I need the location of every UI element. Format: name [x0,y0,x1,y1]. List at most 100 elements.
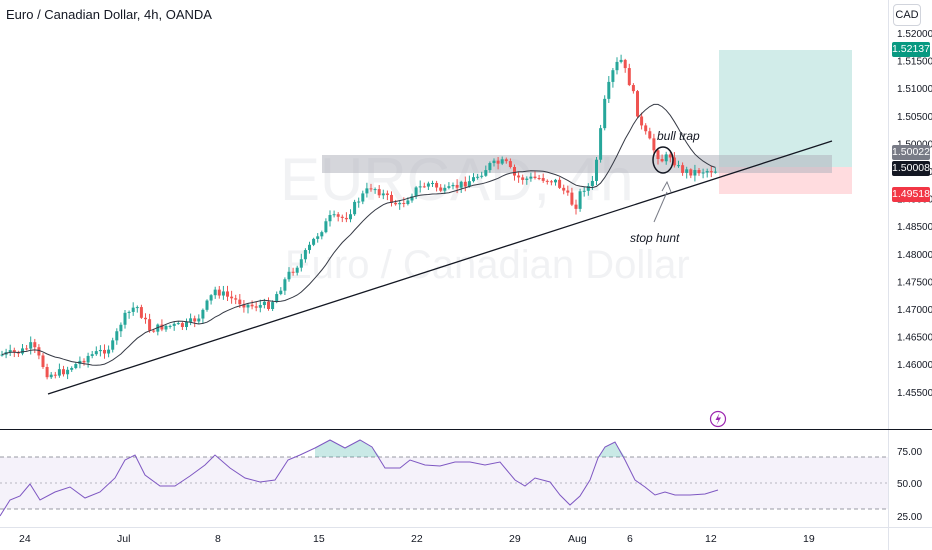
bull-trap-circle[interactable] [652,146,674,174]
candle-body [250,304,254,307]
candle-body [640,116,644,126]
candle-body [554,179,557,183]
candle-body [410,196,414,201]
candle-body [119,324,123,332]
candle-body [328,215,332,222]
candle-body [607,81,611,99]
candle-body [8,350,12,353]
candle-body [377,189,381,196]
candles-group [0,54,717,380]
candle-body [611,70,615,82]
candle-body [86,355,90,363]
candle-body [578,191,582,209]
candle-body [82,360,86,363]
candle-body [558,179,562,188]
candle-body [668,154,672,158]
lightning-icon[interactable] [709,410,727,428]
candle-body [369,188,373,190]
time-tick-label: 8 [215,533,221,545]
price-label-stop: 1.49518 [892,187,930,202]
candle-body [570,192,574,205]
candle-body [443,187,447,191]
candle-body [164,325,168,330]
rsi-line [0,439,719,517]
candle-body [541,178,545,181]
trendline[interactable] [47,140,833,395]
candle-body [484,170,488,176]
candle-body [111,340,115,350]
target-zone[interactable] [719,50,852,167]
candle-body [242,304,246,308]
candle-body [697,170,701,174]
candle-body [221,291,225,296]
rsi-axis[interactable]: 75.00 50.00 25.00 [897,447,922,523]
price-tick-label: 1.46500 [897,333,932,344]
price-tick-label: 1.46000 [897,360,932,371]
candle-body [197,318,201,322]
candle-body [549,181,553,183]
time-tick-label: 24 [19,533,31,545]
stop-hunt-label[interactable]: stop hunt [630,231,680,245]
candle-body [595,159,598,181]
candle-body [566,190,570,193]
candle-body [53,374,57,376]
candle-body [267,301,270,309]
candle-body [308,244,311,251]
candle-body [336,214,340,217]
price-label-target: 1.52137 [892,42,930,57]
candle-body [636,91,639,117]
candle-body [340,216,344,218]
candle-body [615,61,619,71]
candle-body [431,182,434,184]
candle-body [439,187,443,191]
time-tick-label: Jul [117,533,130,545]
candle-body [664,154,668,162]
candle-body [238,299,242,305]
candle-body [381,193,385,196]
price-label-upper: 1.50022 [892,145,930,160]
candle-body [25,348,29,350]
candle-body [303,250,307,260]
candle-body [262,301,266,306]
candle-body [234,298,238,300]
stop-hunt-arrow[interactable] [653,191,668,223]
candle-body [677,165,680,167]
time-tick-label: 22 [411,533,423,545]
candle-body [672,157,676,166]
price-tick-label: 1.47500 [897,277,932,288]
candle-body [115,331,119,341]
candle-body [385,193,389,195]
candle-body [213,289,217,296]
candle-body [172,323,176,326]
candle-body [37,347,41,356]
candle-body [644,125,648,132]
candle-body [144,317,147,320]
bull-trap-label[interactable]: bull trap [657,129,700,143]
candle-body [217,289,221,296]
time-axis[interactable]: 24 Jul 8 15 22 29 Aug 6 12 19 [19,533,815,545]
candle-body [185,321,188,327]
candle-body [201,309,205,319]
candle-body [476,176,480,178]
candle-body [705,171,709,173]
chart-title: Euro / Canadian Dollar, 4h, OANDA [6,7,212,22]
price-axis[interactable]: 1.520001.515001.510001.505001.500001.495… [897,29,932,399]
resistance-zone[interactable] [322,155,832,173]
candle-body [631,85,635,92]
time-tick-label: Aug [568,533,587,545]
candle-body [623,59,627,69]
rsi-overbought-fill [315,440,625,457]
currency-badge[interactable]: CAD [893,4,921,26]
price-label-current: 1.50008 [892,161,930,176]
price-tick-label: 1.51000 [897,84,932,95]
candle-body [513,167,516,176]
candle-body [402,202,406,204]
price-tick-label: 1.51500 [897,57,932,68]
candle-body [148,319,152,331]
candle-body [685,169,689,173]
candle-body [283,279,287,291]
candle-body [66,369,70,375]
candle-body [521,177,525,180]
candle-body [168,325,172,327]
